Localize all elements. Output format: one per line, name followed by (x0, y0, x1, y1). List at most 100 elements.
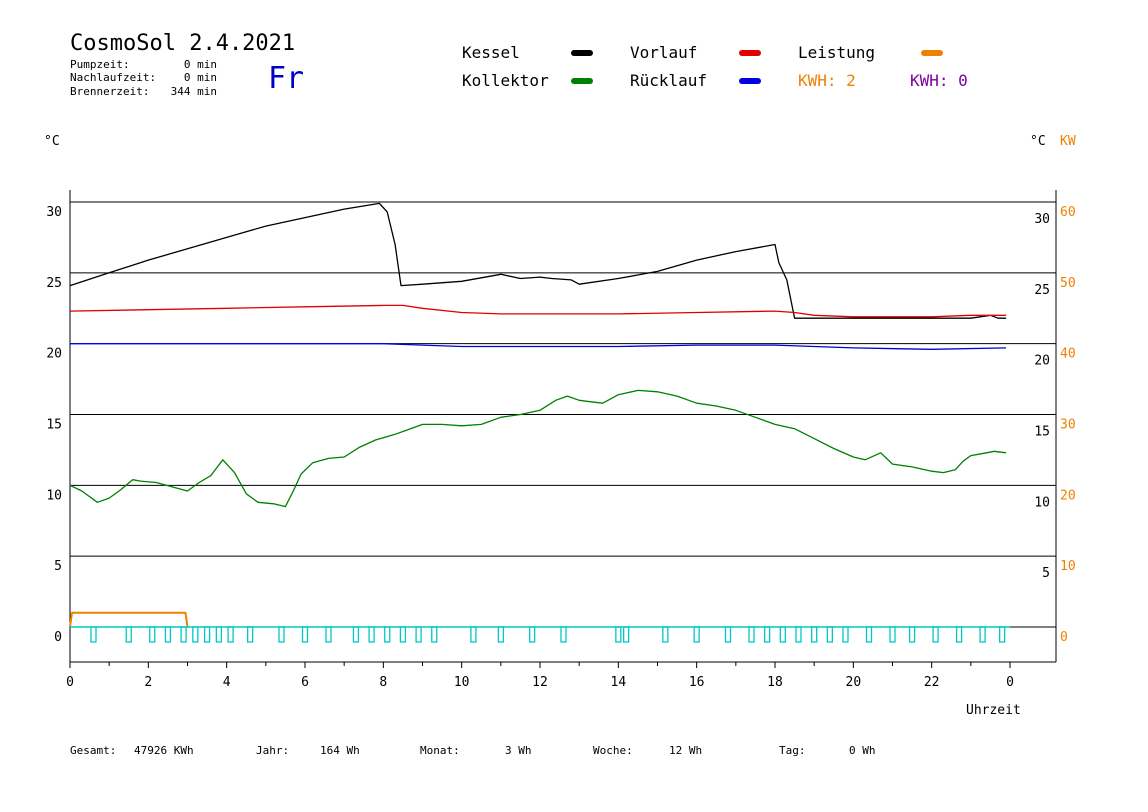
footer-label: Gesamt: (70, 744, 116, 757)
pump-pulse (999, 626, 1006, 643)
footer-value: 164 Wh (320, 744, 360, 757)
kw-tick-label: 0 (1060, 630, 1068, 645)
kw-tick-label: 40 (1060, 347, 1076, 362)
kwh-value: KWH: 2 (798, 71, 856, 90)
y-right-tick-label: 15 (1034, 425, 1050, 440)
pump-pulse (724, 626, 732, 643)
pump-pulse (203, 626, 211, 643)
series-line-leistung (69, 611, 189, 628)
pump-pulse (215, 626, 222, 643)
legend-label: Kessel (462, 43, 520, 62)
x-tick-label: 20 (846, 675, 862, 690)
pump-pulse (842, 626, 849, 643)
x-tick-label: 2 (144, 675, 152, 690)
pump-pulse (431, 626, 438, 643)
footer-value: 0 Wh (849, 744, 876, 757)
series-line-vorlauf (69, 304, 1007, 318)
pump-pulse (865, 626, 873, 643)
kw-tick-label: 50 (1060, 276, 1076, 291)
header-stats: Pumpzeit: 0 min Nachlaufzeit: 0 min Bren… (70, 58, 217, 98)
y-right-tick-label: 30 (1034, 212, 1050, 227)
legend-label: Vorlauf (630, 43, 697, 62)
kw-tick-label: 30 (1060, 418, 1076, 433)
x-tick-label: 4 (223, 675, 231, 690)
kw-tick-label: 10 (1060, 559, 1076, 574)
pump-pulse (889, 626, 896, 643)
pump-pulse (125, 626, 132, 643)
y-tick-label: 25 (46, 276, 62, 291)
pump-pulse (180, 626, 187, 643)
chart-title: CosmoSol 2.4.2021 (70, 31, 295, 56)
x-tick-label: 18 (767, 675, 783, 690)
footer-value: 3 Wh (505, 744, 532, 757)
pump-pulse (415, 626, 422, 643)
pump-pulse (795, 626, 802, 643)
legend: Kessel Vorlauf Leistung Kollektor Rückla… (462, 43, 968, 90)
y-tick-label: 0 (54, 630, 62, 645)
series-line-kollektor (69, 389, 1007, 508)
x-tick-label: 12 (532, 675, 548, 690)
pump-pulse (693, 626, 700, 643)
y-right-tick-label: 20 (1034, 354, 1050, 369)
pump-pulse (497, 626, 504, 643)
stat-value: 0 min (184, 58, 217, 71)
y-tick-label: 30 (46, 205, 62, 220)
x-tick-label: 10 (454, 675, 470, 690)
x-tick-label: 0 (1006, 675, 1014, 690)
pump-pulse (529, 626, 536, 643)
pump-pulse (979, 626, 986, 643)
pump-pulse (662, 626, 669, 643)
stat-value: 344 min (171, 85, 217, 98)
footer-value: 47926 KWh (134, 744, 194, 757)
stat-label: Brennerzeit: (70, 85, 149, 98)
y-tick-label: 10 (46, 488, 62, 503)
series-line-ruecklauf (70, 343, 1007, 350)
footer-label: Woche: (593, 744, 633, 757)
pump-pulse (149, 626, 156, 643)
pump-pulse (278, 626, 285, 643)
pump-pulse (90, 626, 97, 643)
y-right-tick-label: 10 (1034, 495, 1050, 510)
pump-pulse (192, 626, 199, 643)
x-tick-label: 0 (66, 675, 74, 690)
pump-pulse (932, 626, 939, 643)
kw-unit-label: KW (1060, 134, 1076, 149)
kw-tick-label: 20 (1060, 488, 1076, 503)
footer-label: Monat: (420, 744, 460, 757)
pump-pulse (779, 626, 786, 643)
footer-totals: Gesamt: 47926 KWh Jahr: 164 Wh Monat: 3 … (70, 744, 876, 757)
pump-pulse (560, 626, 567, 643)
pump-pulse (826, 626, 833, 643)
stat-label: Nachlaufzeit: (70, 71, 156, 84)
kw-tick-label: 60 (1060, 205, 1076, 220)
weekday-label: Fr (268, 61, 304, 96)
pump-pulse (615, 626, 622, 643)
pump-pulse (384, 626, 391, 643)
stat-value: 0 min (184, 71, 217, 84)
y-right-tick-label: 5 (1042, 566, 1050, 581)
pump-pulse (164, 626, 172, 643)
y-tick-label: 15 (46, 418, 62, 433)
legend-label: Rücklauf (630, 71, 707, 90)
pump-pulse (247, 626, 254, 643)
pump-pulse (811, 626, 818, 643)
pump-pulse (955, 626, 963, 643)
x-tick-label: 14 (611, 675, 627, 690)
y-tick-label: 20 (46, 347, 62, 362)
pump-pulse (325, 626, 332, 643)
left-unit-label: °C (44, 134, 60, 149)
pump-pulse (227, 626, 234, 643)
legend-label: Kollektor (462, 71, 549, 90)
pump-pulse (399, 626, 407, 643)
pump-pulse (764, 626, 771, 643)
stat-label: Pumpzeit: (70, 58, 130, 71)
pump-pulse (748, 626, 755, 643)
footer-value: 12 Wh (669, 744, 702, 757)
pump-pulse (470, 626, 477, 643)
series-group (69, 202, 1010, 643)
x-axis-label: Uhrzeit (966, 703, 1021, 718)
pump-pulse (623, 626, 630, 643)
y-right-tick-label: 25 (1034, 283, 1050, 298)
